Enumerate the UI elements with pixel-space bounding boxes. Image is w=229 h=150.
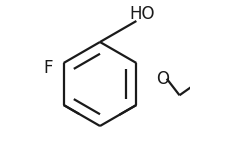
Text: HO: HO — [129, 5, 154, 23]
Text: F: F — [43, 59, 53, 77]
Text: O: O — [155, 70, 168, 88]
